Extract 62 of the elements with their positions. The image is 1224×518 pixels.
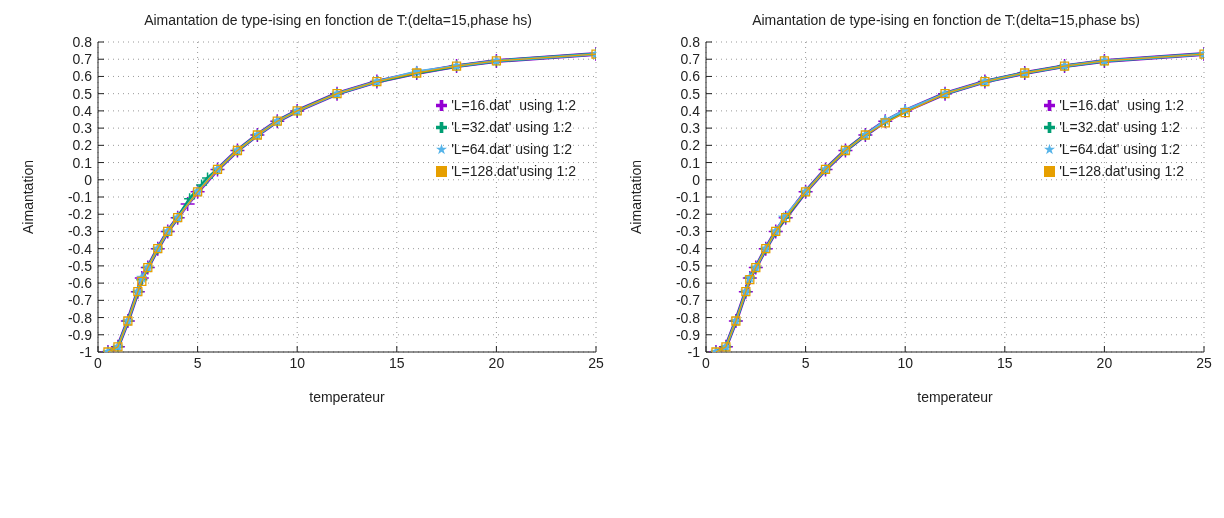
y-tick-label: 0: [84, 171, 93, 188]
legend-label: 'L=64.dat' using 1:2: [451, 141, 573, 157]
y-tick-label: 0.8: [72, 33, 93, 50]
y-tick-label: 0.3: [680, 120, 701, 137]
x-tick-label: 15: [997, 354, 1013, 371]
y-tick-label: 0.3: [72, 120, 93, 137]
y-tick-label: -0.7: [67, 292, 93, 309]
y-tick-label: 0.5: [680, 85, 701, 102]
x-tick-label: 10: [289, 354, 306, 371]
y-tick-label: -0.5: [675, 257, 701, 274]
y-tick-label: -0.4: [675, 240, 701, 257]
y-tick-label: -0.1: [675, 188, 701, 205]
y-tick-label: -0.4: [67, 240, 93, 257]
legend-label: 'L=32.dat' using 1:2: [451, 119, 573, 135]
y-tick-label: -0.7: [675, 292, 701, 309]
x-tick-label: 10: [897, 354, 914, 371]
y-tick-label: 0.8: [680, 33, 701, 50]
y-tick-label: 0.2: [680, 137, 701, 154]
y-tick-label: 0.6: [680, 68, 701, 85]
y-tick-label: -0.2: [675, 206, 701, 223]
x-axis-title: temperateur: [917, 389, 994, 405]
y-tick-label: -0.8: [67, 309, 93, 326]
y-tick-label: -0.1: [67, 188, 93, 205]
x-tick-label: 25: [1196, 354, 1212, 371]
legend-label: 'L=64.dat' using 1:2: [1059, 141, 1181, 157]
legend-label: 'L=16.dat' using 1:2: [1059, 97, 1184, 113]
y-tick-label: 0.5: [72, 85, 93, 102]
y-tick-label: 0.6: [72, 68, 93, 85]
y-tick-label: 0: [692, 171, 701, 188]
y-tick-label: 0.2: [72, 137, 93, 154]
y-tick-label: -0.8: [675, 309, 701, 326]
legend-label: 'L=128.dat'using 1:2: [451, 163, 576, 179]
y-tick-label: -0.6: [67, 275, 93, 292]
x-tick-label: 20: [1096, 354, 1113, 371]
y-tick-label: 0.7: [72, 51, 93, 68]
y-tick-label: -1: [687, 343, 701, 360]
y-tick-label: -0.9: [67, 326, 93, 343]
y-tick-label: 0.4: [72, 102, 93, 119]
x-axis-title: temperateur: [309, 389, 386, 405]
x-tick-label: 25: [588, 354, 604, 371]
y-tick-label: 0.1: [680, 154, 701, 171]
y-axis-title: Aimantation: [19, 160, 36, 234]
legend-label: 'L=32.dat' using 1:2: [1059, 119, 1181, 135]
y-tick-label: -0.3: [67, 223, 93, 240]
y-tick-label: 0.1: [72, 154, 93, 171]
y-tick-label: -0.2: [67, 206, 93, 223]
y-tick-label: -1: [79, 343, 93, 360]
y-tick-label: -0.3: [675, 223, 701, 240]
legend-label: 'L=128.dat'using 1:2: [1059, 163, 1184, 179]
chart-title: Aimantation de type-ising en fonction de T:(delta=15,phase hs): [143, 12, 533, 28]
y-tick-label: -0.5: [67, 257, 93, 274]
x-tick-label: 20: [488, 354, 505, 371]
x-tick-label: 5: [193, 354, 202, 371]
legend-label: 'L=16.dat' using 1:2: [451, 97, 576, 113]
x-tick-label: 5: [801, 354, 810, 371]
y-tick-label: 0.4: [680, 102, 701, 119]
y-tick-label: -0.9: [675, 326, 701, 343]
chart-title: Aimantation de type-ising en fonction de T:(delta=15,phase bs): [751, 12, 1141, 28]
y-tick-label: 0.7: [680, 51, 701, 68]
y-axis-title: Aimantation: [627, 160, 644, 234]
y-tick-label: -0.6: [675, 275, 701, 292]
x-tick-label: 15: [389, 354, 405, 371]
